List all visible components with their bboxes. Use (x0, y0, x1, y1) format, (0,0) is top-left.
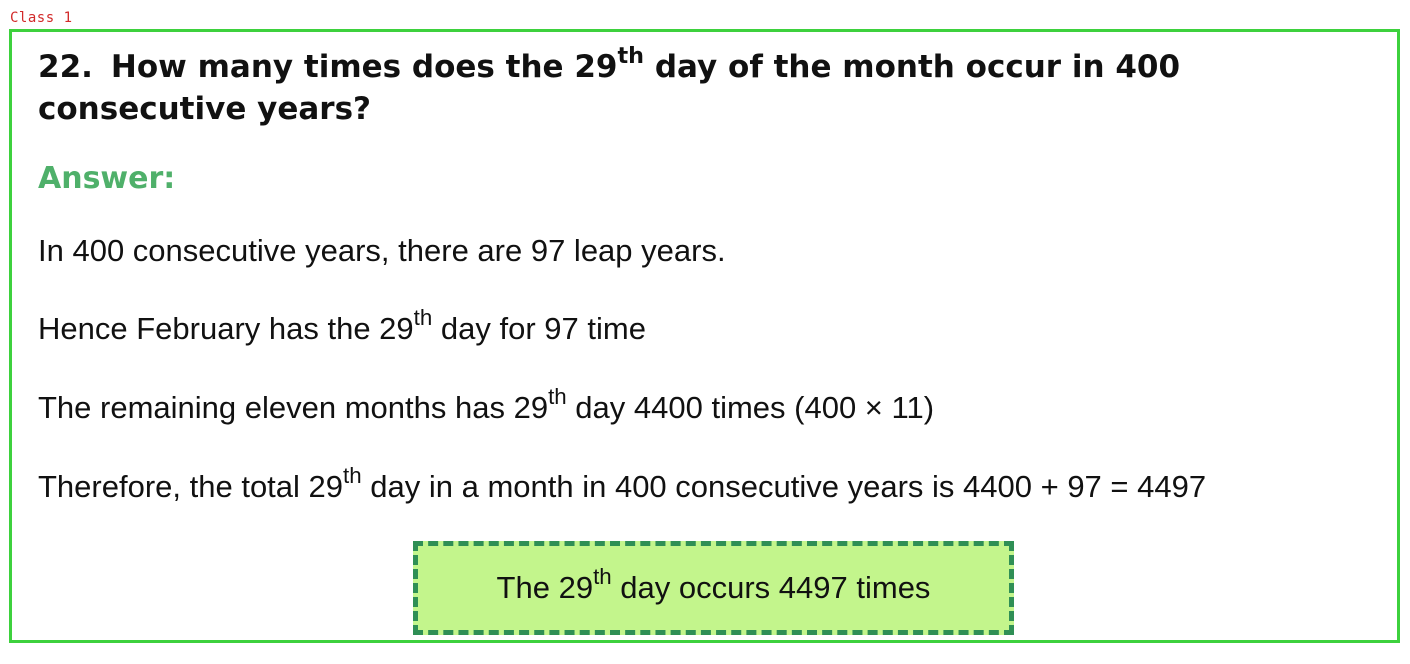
answer-line-4-text-before: Therefore, the total 29 (38, 469, 344, 504)
answer-line-1: In 400 consecutive years, there are 97 l… (38, 231, 726, 271)
question-text-after: day of the month occur in 400 consecutiv… (38, 49, 1181, 127)
answer-line-2-superscript: th (413, 305, 433, 331)
answer-line-4-superscript: th (343, 463, 362, 489)
result-text: The 29th day occurs 4497 times (496, 566, 931, 608)
question-text-before: How many times does the 29 (110, 49, 618, 85)
answer-line-3-text-after: day 4400 times (400 × 11) (566, 390, 935, 425)
answer-line-4: Therefore, the total 29th day in a month… (38, 465, 1207, 507)
question-frame: 22. How many times does the 29th day of t… (9, 29, 1400, 643)
result-text-after: day occurs 4497 times (611, 570, 931, 605)
answer-line-2-text-before: Hence February has the 29 (38, 311, 414, 346)
question-heading: 22. How many times does the 29th day of t… (38, 43, 1393, 130)
question-number: 22. (38, 49, 93, 85)
answer-line-1-text: In 400 consecutive years, there are 97 l… (38, 233, 726, 268)
answer-line-2: Hence February has the 29th day for 97 t… (38, 307, 646, 349)
answer-line-3-superscript: th (548, 384, 567, 410)
answer-line-3: The remaining eleven months has 29th day… (38, 386, 935, 428)
result-box: The 29th day occurs 4497 times (413, 541, 1014, 635)
answer-label: Answer: (38, 161, 176, 196)
question-superscript: th (617, 43, 645, 70)
answer-line-3-text-before: The remaining eleven months has 29 (38, 390, 549, 425)
answer-line-4-text-after: day in a month in 400 consecutive years … (361, 469, 1207, 504)
result-superscript: th (593, 564, 612, 590)
class-tag: Class 1 (10, 10, 73, 26)
answer-line-2-text-after: day for 97 time (432, 311, 646, 346)
result-text-before: The 29 (496, 570, 594, 605)
